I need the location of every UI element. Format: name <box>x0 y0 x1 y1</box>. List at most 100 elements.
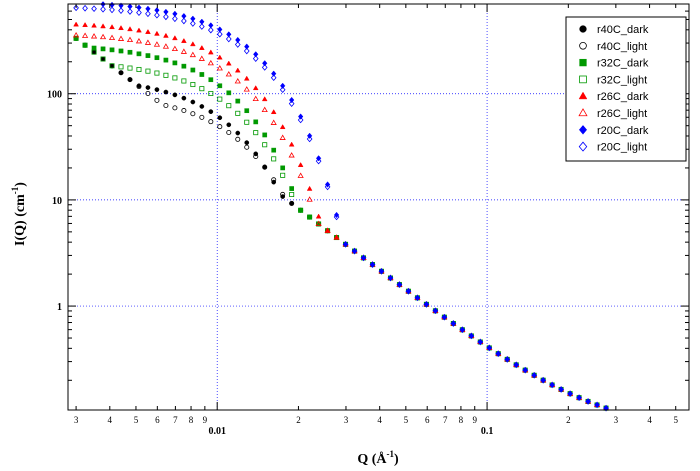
data-point <box>271 177 277 183</box>
data-point <box>181 63 187 69</box>
data-point <box>199 114 205 120</box>
data-point <box>208 109 214 115</box>
data-point <box>127 77 133 83</box>
legend-item: r32C_light <box>579 74 647 86</box>
data-point <box>199 72 205 77</box>
data-points <box>72 1 610 412</box>
data-point <box>118 7 124 15</box>
data-point <box>100 56 106 62</box>
legend-label: r32C_dark <box>597 58 649 70</box>
data-point <box>226 90 232 96</box>
x-major-tick-label: 0.01 <box>208 426 226 437</box>
legend-marker <box>579 75 587 84</box>
y-major-tick-label: 10 <box>52 196 62 207</box>
data-point <box>73 21 79 27</box>
data-point <box>289 186 295 191</box>
data-point <box>279 86 286 94</box>
data-point <box>307 214 313 220</box>
data-point <box>540 376 547 384</box>
data-point <box>207 49 214 55</box>
data-point <box>181 17 187 25</box>
data-point <box>243 86 250 92</box>
data-point <box>432 307 439 315</box>
legend-marker <box>579 25 587 33</box>
data-point <box>172 75 178 81</box>
legend-label: r26C_dark <box>597 91 649 103</box>
data-point <box>288 152 295 158</box>
data-point <box>162 43 170 49</box>
data-point <box>226 130 232 136</box>
data-point <box>307 214 312 220</box>
data-point <box>486 344 493 352</box>
data-point <box>190 111 196 117</box>
data-point <box>118 64 124 70</box>
data-point <box>109 24 115 30</box>
data-point <box>244 119 250 125</box>
data-point <box>118 70 124 76</box>
data-point <box>262 132 268 138</box>
data-point <box>145 85 151 90</box>
data-point <box>154 11 160 19</box>
x-minor-tick-label: 9 <box>203 415 208 425</box>
data-point <box>136 66 142 72</box>
legend-marker <box>578 108 588 117</box>
data-point <box>306 196 313 202</box>
data-point <box>306 185 313 191</box>
data-point <box>145 10 151 18</box>
x-minor-tick-label: 5 <box>404 415 409 425</box>
legend-item: r40C_light <box>579 41 647 53</box>
data-point <box>172 105 178 111</box>
data-point <box>333 213 340 221</box>
data-point <box>315 213 322 219</box>
data-point <box>280 165 286 171</box>
data-point <box>396 281 403 288</box>
data-point <box>253 51 259 58</box>
data-point <box>136 27 142 33</box>
data-point <box>190 20 196 27</box>
data-point <box>172 92 178 98</box>
data-point <box>181 78 187 84</box>
data-point <box>216 65 223 71</box>
data-point <box>441 313 448 321</box>
x-minor-tick-label: 7 <box>443 415 448 425</box>
data-point <box>262 142 268 148</box>
x-minor-tick-label: 6 <box>425 415 430 425</box>
legend-label: r20C_dark <box>597 125 649 137</box>
data-point <box>163 72 169 78</box>
x-minor-tick-label: 3 <box>74 415 79 425</box>
data-point <box>145 53 151 58</box>
data-point <box>468 332 475 340</box>
y-major-tick-label: 1 <box>57 302 62 313</box>
data-point <box>234 67 241 73</box>
data-point <box>252 95 259 101</box>
legend-label: r40C_light <box>597 41 647 53</box>
x-minor-tick-label: 2 <box>566 415 571 425</box>
data-point <box>289 192 295 198</box>
data-point <box>82 4 88 12</box>
data-point <box>333 234 340 240</box>
data-point <box>216 54 223 60</box>
data-point <box>298 113 304 120</box>
data-point <box>108 34 116 40</box>
data-point <box>109 47 115 53</box>
data-point <box>154 55 160 61</box>
data-point <box>288 141 295 147</box>
data-point <box>279 124 286 130</box>
data-point <box>387 274 394 282</box>
data-point <box>369 261 376 268</box>
data-point <box>360 254 367 262</box>
data-point <box>190 41 196 47</box>
data-point <box>477 338 484 346</box>
data-point <box>226 103 232 109</box>
data-point <box>153 41 161 47</box>
data-point <box>226 122 232 128</box>
data-point <box>306 135 313 143</box>
data-point <box>82 22 88 27</box>
data-point <box>91 49 97 55</box>
data-point <box>198 55 205 61</box>
x-minor-tick-label: 8 <box>189 415 194 425</box>
data-point <box>289 96 295 104</box>
data-point <box>190 67 196 73</box>
data-point <box>135 37 143 44</box>
data-point <box>324 183 331 191</box>
